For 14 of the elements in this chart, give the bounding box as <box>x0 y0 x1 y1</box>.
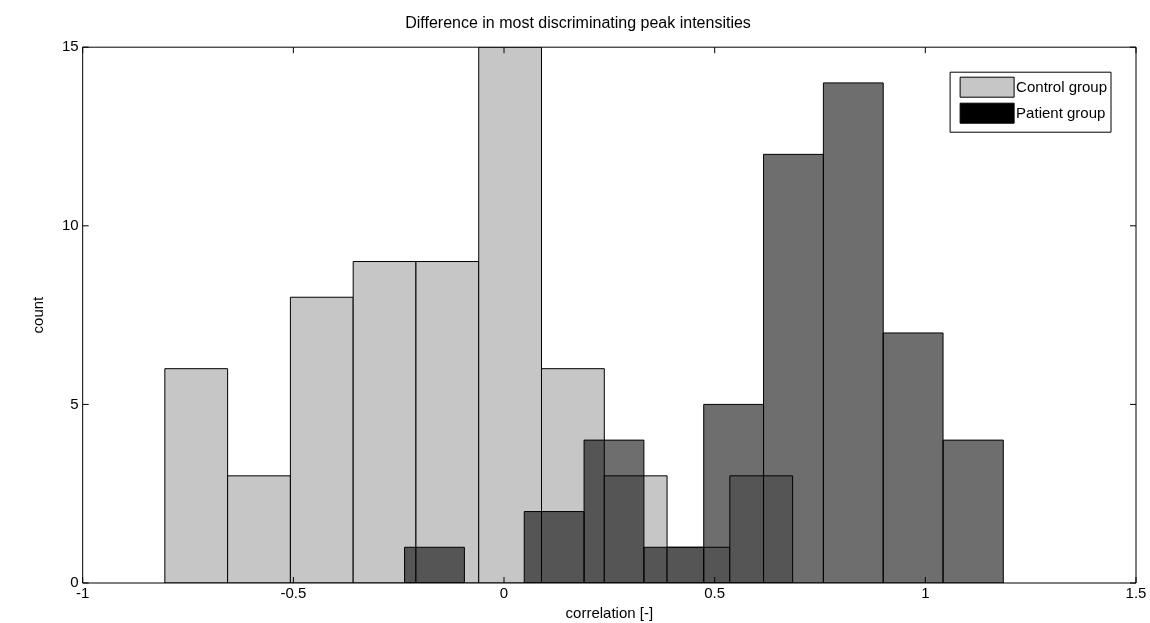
x-tick-label: 1.5 <box>1125 584 1147 602</box>
y-axis-title: count <box>29 295 47 334</box>
y-tick-label: 15 <box>62 37 79 55</box>
y-tick-label: 10 <box>62 215 79 233</box>
x-tick-label: 0 <box>499 584 509 602</box>
x-tick-label: 0.5 <box>704 584 726 602</box>
y-tick-label: 0 <box>70 573 79 591</box>
legend-label: Patient group <box>1016 104 1106 122</box>
y-tick-label: 5 <box>70 394 79 412</box>
x-tick-label: -0.5 <box>280 584 307 602</box>
x-axis-title: correlation [-] <box>565 604 654 622</box>
legend-label: Control group <box>1016 78 1107 96</box>
x-tick-label: 1 <box>921 584 930 602</box>
chart-title: Difference in most discriminating peak intensities <box>405 14 751 32</box>
